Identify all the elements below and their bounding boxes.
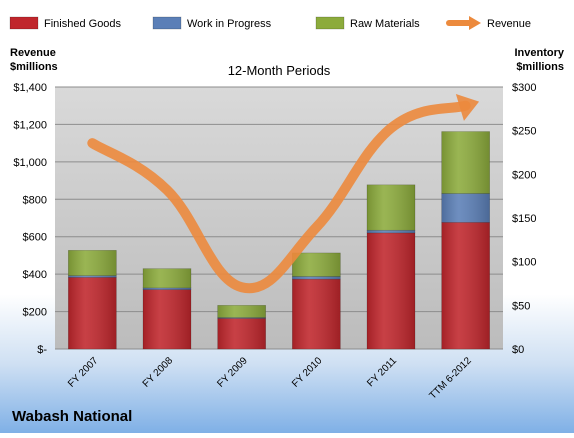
bar-shading: [68, 275, 117, 278]
bar-shading: [143, 268, 191, 288]
right-tick-label: $150: [512, 213, 536, 225]
category-label: FY 2011: [365, 355, 399, 389]
bar-shading: [367, 232, 415, 349]
company-name: Wabash National: [12, 408, 132, 425]
right-axis-unit: $millions: [516, 61, 564, 73]
category-label: FY 2007: [66, 355, 101, 390]
left-tick-label: $800: [23, 194, 47, 206]
bar-shading: [441, 193, 490, 223]
left-tick-label: $1,000: [13, 157, 47, 169]
left-tick-label: $1,400: [13, 82, 47, 94]
right-axis-label: Inventory: [514, 47, 564, 59]
bar-shading: [441, 222, 490, 349]
legend-revenue-arrow: [469, 16, 481, 30]
left-tick-label: $1,200: [13, 119, 47, 131]
bar-shading: [292, 279, 341, 349]
bar-shading: [292, 276, 341, 280]
bar-shading: [367, 184, 415, 231]
bar-shading: [68, 250, 117, 276]
category-label: FY 2010: [290, 355, 325, 390]
bar-shading: [217, 318, 266, 349]
category-label: FY 2008: [141, 355, 176, 390]
bar-shading: [143, 289, 191, 349]
left-tick-label: $400: [23, 269, 47, 281]
bar-shading: [68, 277, 117, 349]
left-tick-label: $600: [23, 232, 47, 244]
revenue-arrowhead: [455, 94, 480, 121]
bar-shading: [143, 287, 191, 290]
legend-raw-materials-label: Raw Materials: [350, 18, 420, 30]
legend-revenue-label: Revenue: [487, 18, 531, 30]
bar-shading: [441, 131, 490, 194]
right-tick-label: $300: [512, 82, 536, 94]
legend-finished-goods-label: Finished Goods: [44, 18, 122, 30]
left-tick-label: $200: [23, 307, 47, 319]
legend-raw-materials-swatch: [315, 16, 345, 30]
right-tick-label: $200: [512, 169, 536, 181]
left-tick-label: $-: [37, 344, 47, 356]
bar-shading: [217, 317, 266, 319]
legend-finished-goods-swatch: [9, 16, 39, 30]
bar-shading: [292, 252, 341, 277]
revenue-line: [87, 100, 471, 294]
category-label: TTM 6-2012: [427, 355, 474, 402]
category-label: FY 2009: [215, 355, 250, 390]
bar-shading: [367, 230, 415, 233]
left-axis-unit: $millions: [10, 61, 58, 73]
right-tick-label: $250: [512, 126, 536, 138]
legend-work-in-progress-label: Work in Progress: [187, 18, 272, 30]
bar-shading: [217, 305, 266, 318]
right-tick-label: $0: [512, 344, 524, 356]
right-tick-label: $100: [512, 257, 536, 269]
right-tick-label: $50: [512, 300, 530, 312]
left-axis-label: Revenue: [10, 47, 56, 59]
legend-work-in-progress-swatch: [152, 16, 182, 30]
plot-area: [55, 87, 503, 349]
chart-title: 12-Month Periods: [228, 63, 331, 78]
